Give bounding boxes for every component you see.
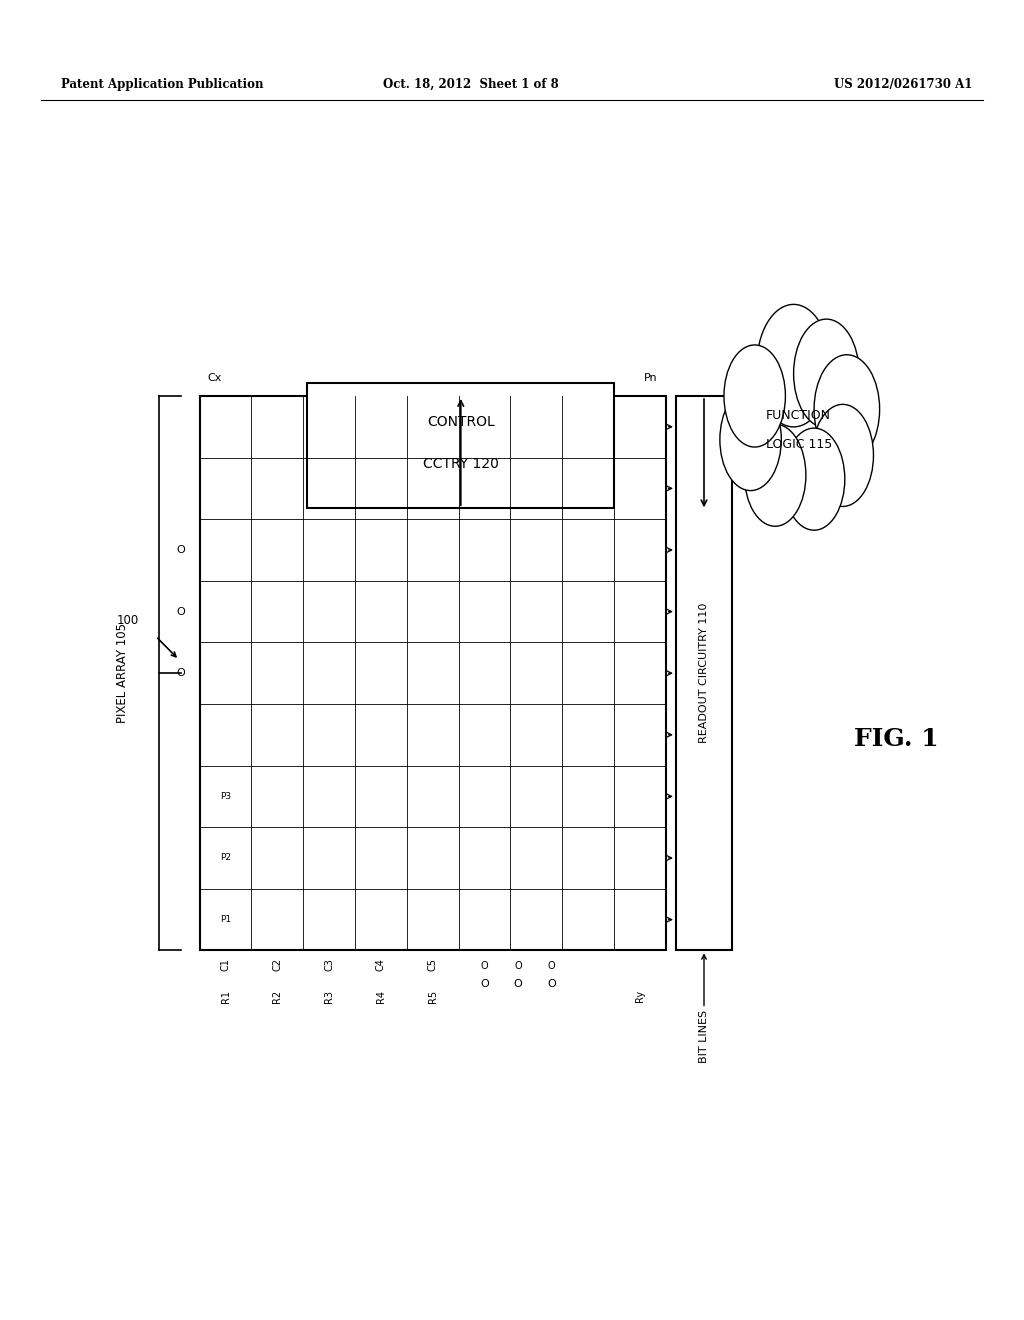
Ellipse shape — [724, 345, 785, 447]
Text: C5: C5 — [428, 958, 437, 972]
Bar — [676, 396, 732, 950]
Text: PIXEL ARRAY 105: PIXEL ARRAY 105 — [117, 623, 129, 723]
Text: O: O — [548, 961, 556, 972]
Text: LOGIC 115: LOGIC 115 — [766, 438, 831, 451]
Ellipse shape — [814, 355, 880, 463]
Text: C4: C4 — [376, 958, 386, 972]
Text: O: O — [480, 961, 488, 972]
Text: P2: P2 — [220, 854, 231, 862]
Text: 100: 100 — [117, 614, 139, 627]
Text: R1: R1 — [220, 990, 230, 1003]
Text: O: O — [514, 979, 522, 990]
Text: READOUT CIRCUITRY 110: READOUT CIRCUITRY 110 — [699, 603, 709, 743]
Text: US 2012/0261730 A1: US 2012/0261730 A1 — [835, 78, 973, 91]
Text: C1: C1 — [220, 958, 230, 972]
Text: Patent Application Publication: Patent Application Publication — [61, 78, 264, 91]
Text: C2: C2 — [272, 958, 283, 972]
Text: CCTRY 120: CCTRY 120 — [423, 457, 499, 471]
Text: R3: R3 — [325, 990, 334, 1003]
Text: CONTROL: CONTROL — [427, 414, 495, 429]
Text: O: O — [548, 979, 556, 990]
Text: R4: R4 — [376, 990, 386, 1003]
Text: P1: P1 — [220, 915, 231, 924]
Bar — [307, 383, 614, 508]
Bar — [200, 396, 666, 950]
Text: O: O — [177, 607, 185, 616]
Text: Cx: Cx — [208, 372, 222, 383]
Text: O: O — [177, 668, 185, 678]
Text: P3: P3 — [220, 792, 231, 801]
Text: Pn: Pn — [643, 372, 657, 383]
Text: R2: R2 — [272, 990, 283, 1003]
Text: Oct. 18, 2012  Sheet 1 of 8: Oct. 18, 2012 Sheet 1 of 8 — [383, 78, 559, 91]
Text: O: O — [177, 545, 185, 554]
Text: O: O — [514, 961, 522, 972]
Ellipse shape — [757, 305, 830, 426]
Ellipse shape — [794, 319, 859, 428]
Text: BIT LINES: BIT LINES — [699, 1010, 709, 1063]
Text: R5: R5 — [428, 990, 437, 1003]
Ellipse shape — [744, 424, 806, 527]
Text: C3: C3 — [325, 958, 334, 972]
Text: Ry: Ry — [635, 990, 645, 1002]
Text: FUNCTION: FUNCTION — [766, 409, 831, 422]
Ellipse shape — [720, 388, 781, 491]
Ellipse shape — [812, 404, 873, 507]
Ellipse shape — [783, 428, 845, 531]
Text: O: O — [480, 979, 488, 990]
Text: FIG. 1: FIG. 1 — [854, 727, 938, 751]
